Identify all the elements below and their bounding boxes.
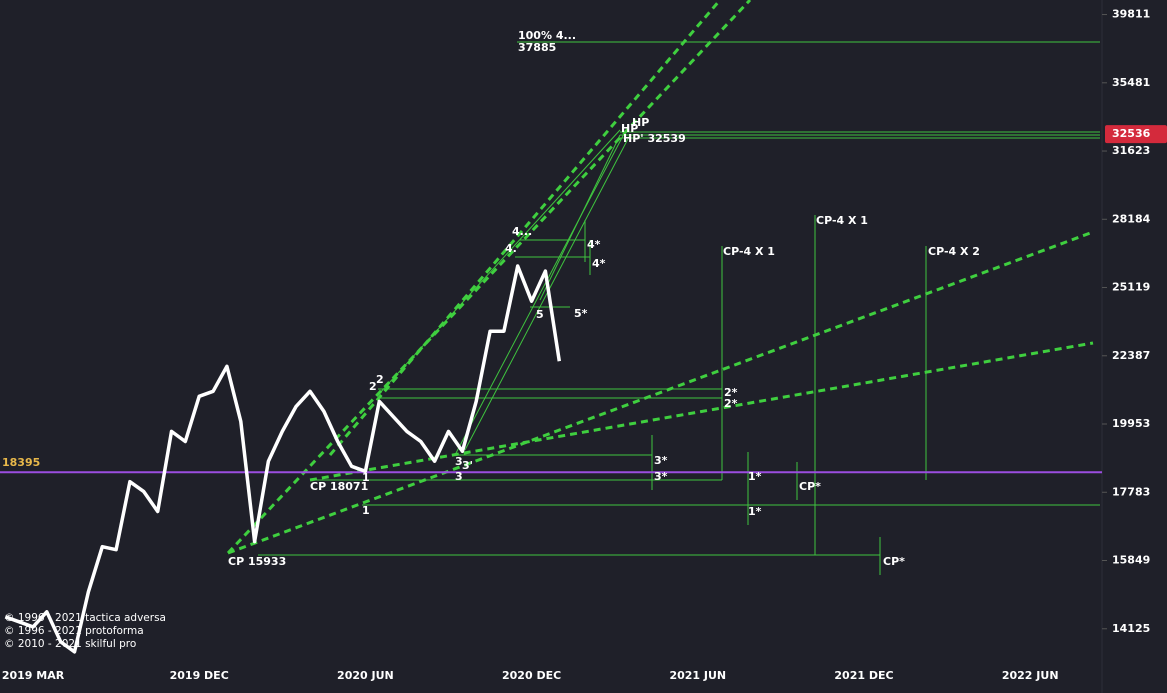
annotation: 37885 — [518, 41, 556, 54]
trend-line — [328, 0, 722, 456]
channel-line — [539, 134, 621, 301]
annotation: 2 — [369, 380, 377, 393]
annotation: 100% 4... — [518, 29, 576, 42]
annotation: 3* — [654, 454, 668, 467]
annotation: 4* — [587, 238, 601, 251]
x-tick-label: 2020 JUN — [337, 669, 394, 682]
x-tick-label: 2019 MAR — [2, 669, 65, 682]
annotation: 3 — [455, 470, 463, 483]
copyright: © 1996 - 2021 protoforma — [4, 625, 144, 637]
y-tick-label: 17783 — [1112, 485, 1150, 498]
annotation: 5 — [536, 308, 544, 321]
annotation: CP-4 X 2 — [928, 245, 980, 258]
y-tick-label: 28184 — [1112, 212, 1151, 225]
annotation: 5* — [574, 307, 588, 320]
y-tick-label: 22387 — [1112, 349, 1150, 362]
y-tick-label: 35481 — [1112, 76, 1150, 89]
annotation: CP 15933 — [228, 555, 286, 568]
x-tick-label: 2022 JUN — [1002, 669, 1059, 682]
annotation: HP' 32539 — [623, 132, 686, 145]
annotation: CP* — [883, 555, 905, 568]
annotation: 3 — [455, 455, 463, 468]
last-price-tag — [1105, 125, 1167, 144]
copyright: © 2010 - 2021 skilful pro — [4, 638, 136, 650]
y-tick-label: 19953 — [1112, 417, 1150, 430]
annotation: 4. — [505, 242, 517, 255]
annotation: 4* — [592, 257, 606, 270]
annotation: CP-4 X 1 — [816, 214, 868, 227]
annotation: 2* — [724, 386, 738, 399]
annotation: CP* — [799, 480, 821, 493]
annotation: HP — [632, 116, 649, 129]
price-line — [4, 264, 562, 654]
annotation: 2* — [724, 397, 738, 410]
annotation: 4... — [512, 225, 532, 238]
channel-line — [454, 131, 626, 456]
x-tick-label: 2020 DEC — [502, 669, 561, 682]
annotation: 1 — [362, 471, 370, 484]
trend-line — [309, 341, 1094, 482]
reference-label: 18395 — [2, 456, 40, 469]
annotation: 2 — [376, 373, 384, 386]
annotation: HP — [621, 122, 638, 135]
annotation: 1* — [748, 505, 762, 518]
annotation: 3* — [654, 470, 668, 483]
last-price-label: 32536 — [1112, 127, 1151, 140]
y-tick-label: 31623 — [1112, 144, 1150, 157]
y-tick-label: 15849 — [1112, 554, 1150, 567]
x-tick-label: 2019 DEC — [170, 669, 229, 682]
y-tick-label: 14125 — [1112, 622, 1150, 635]
annotation: 1 — [362, 504, 370, 517]
trend-line — [227, 230, 1094, 555]
annotation: 3' — [462, 459, 473, 472]
annotation: CP-4 X 1 — [723, 245, 775, 258]
annotation: 1* — [748, 470, 762, 483]
trend-line — [226, 0, 752, 555]
y-tick-label: 39811 — [1112, 8, 1150, 21]
copyright: © 1996 - 2021 tactica adversa — [4, 612, 166, 624]
x-tick-label: 2021 DEC — [834, 669, 893, 682]
x-tick-label: 2021 JUN — [669, 669, 726, 682]
annotation: CP 18071 — [310, 480, 368, 493]
y-tick-label: 25119 — [1112, 281, 1150, 294]
